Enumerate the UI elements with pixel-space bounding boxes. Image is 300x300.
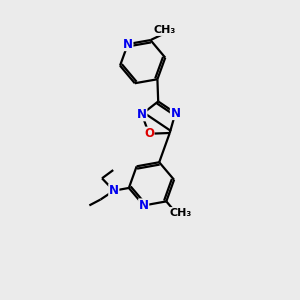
Text: N: N [137,108,147,121]
Text: N: N [170,106,180,119]
Text: N: N [109,184,119,197]
Text: CH₃: CH₃ [153,26,176,35]
Text: N: N [123,38,133,51]
Text: N: N [139,199,149,212]
Text: CH₃: CH₃ [169,208,191,218]
Text: O: O [144,127,154,140]
